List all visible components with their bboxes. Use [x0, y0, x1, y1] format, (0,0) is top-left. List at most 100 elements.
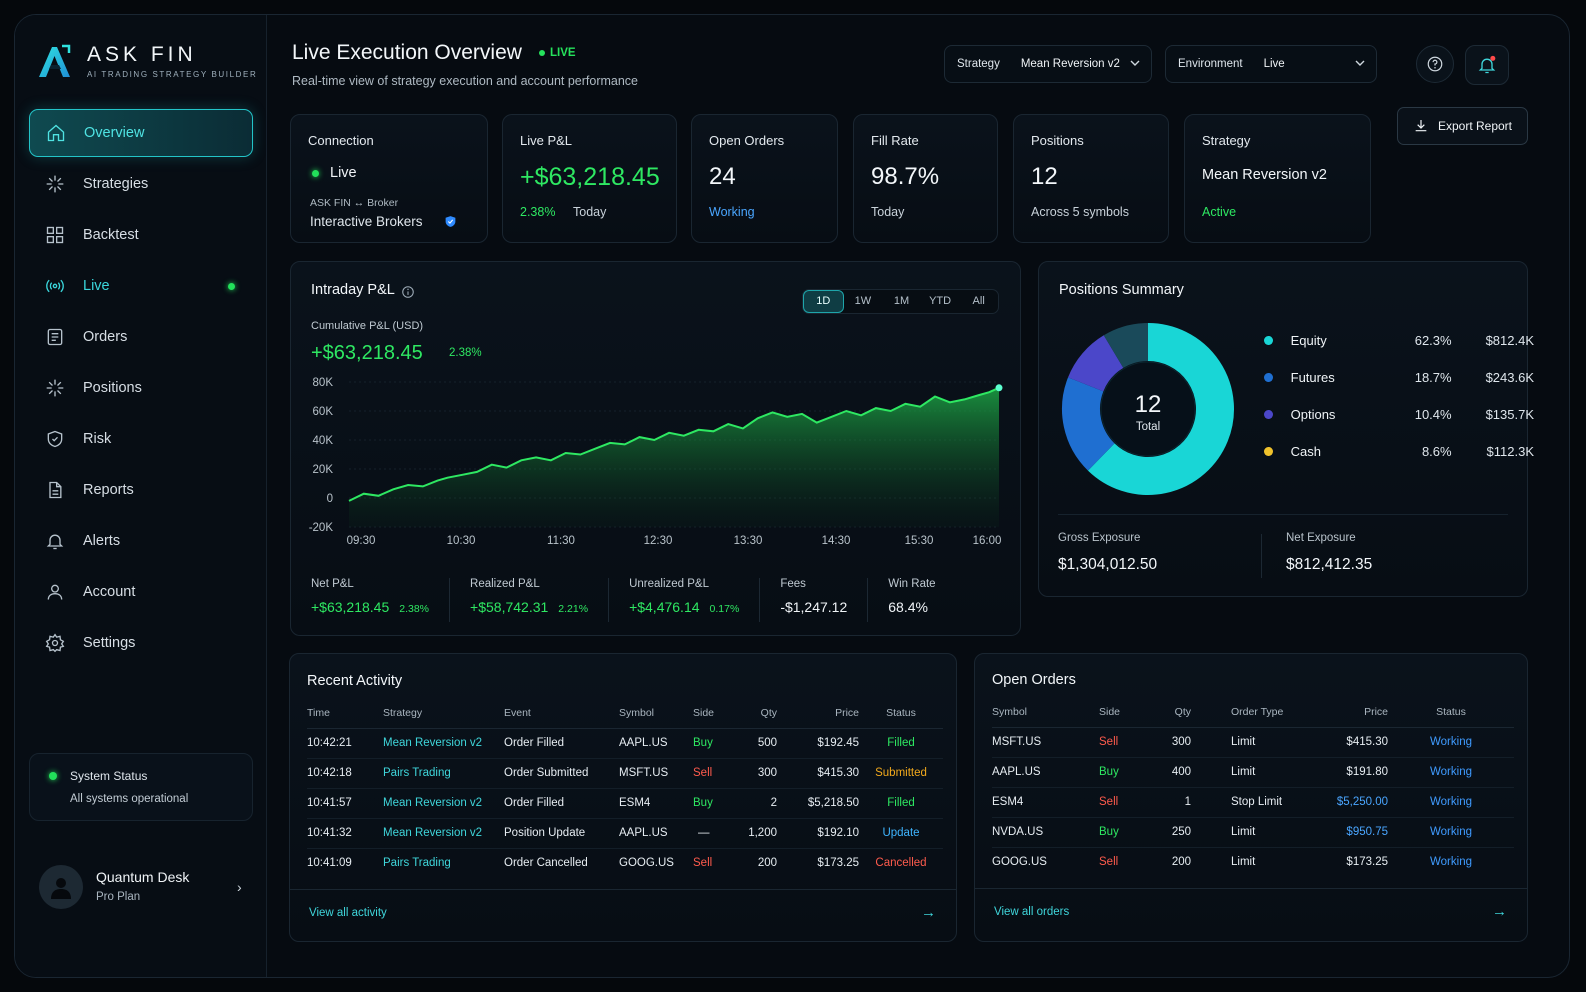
- divider: [975, 888, 1527, 889]
- user-profile[interactable]: Quantum Desk Pro Plan ›: [15, 845, 267, 935]
- y-axis: 80K 60K 40K 20K 0 -20K: [309, 377, 334, 534]
- sidebar-item-alerts[interactable]: Alerts: [29, 517, 253, 565]
- brand-name: ASK FIN: [87, 43, 197, 66]
- sidebar-item-risk[interactable]: Risk: [29, 415, 253, 463]
- brand-logo[interactable]: ASK FIN AI TRADING STRATEGY BUILDER: [35, 41, 257, 81]
- sidebar-item-reports[interactable]: Reports: [29, 466, 253, 514]
- user-icon: [47, 584, 63, 600]
- export-report-label: Export Report: [1437, 119, 1513, 133]
- table-row[interactable]: 10:41:09 Pairs Trading Order Cancelled G…: [307, 848, 943, 878]
- table-row[interactable]: ESM4 Sell 1 Stop Limit $5,250.00 Working: [992, 787, 1514, 818]
- table-header-row: Symbol Side Qty Order Type Price Status: [992, 697, 1514, 728]
- divider: [290, 889, 956, 890]
- x-tick-label: 12:30: [644, 535, 673, 547]
- x-tick-label: 14:30: [822, 535, 851, 547]
- x-tick-label: 09:30: [347, 535, 376, 547]
- export-report-button[interactable]: Export Report: [1397, 107, 1528, 145]
- range-tab-1d[interactable]: 1D: [803, 290, 844, 313]
- stat-win-rate: Win Rate 68.4%: [888, 578, 955, 622]
- column-header: Price: [1301, 697, 1388, 728]
- sidebar-item-label: Overview: [84, 125, 145, 141]
- cell-event: Order Filled: [504, 728, 619, 759]
- cell-strategy[interactable]: Mean Reversion v2: [383, 788, 504, 819]
- range-tab-1w[interactable]: 1W: [854, 295, 872, 307]
- stat-amount: -$1,247.12: [780, 599, 848, 615]
- donut-segment-cash[interactable]: [1103, 323, 1149, 369]
- intraday-pnl-panel: Intraday P&L 1D 1W 1M YTD All Cumulative…: [290, 261, 1021, 636]
- kpi-connection: Connection Live ASK FIN ↔ Broker Interac…: [290, 114, 488, 243]
- range-tab-all[interactable]: All: [972, 295, 985, 307]
- column-header: Side: [1099, 697, 1154, 728]
- legend-swatch: [1264, 372, 1273, 382]
- kpi-label: Open Orders: [709, 133, 785, 148]
- range-tab-1m[interactable]: 1M: [893, 295, 910, 307]
- cell-qty: 2: [743, 788, 777, 819]
- divider: [1058, 514, 1508, 515]
- panel-title: Positions Summary: [1059, 282, 1184, 298]
- cell-price: $192.45: [777, 728, 859, 759]
- table-row[interactable]: GOOG.US Sell 200 Limit $173.25 Working: [992, 847, 1514, 877]
- sidebar-nav: Overview Strategies Backtest Live Orders: [29, 109, 253, 670]
- table-row[interactable]: AAPL.US Buy 400 Limit $191.80 Working: [992, 757, 1514, 788]
- range-tab-ytd[interactable]: YTD: [929, 295, 952, 307]
- sidebar-item-overview[interactable]: Overview: [29, 109, 253, 157]
- positions-donut-chart: 12 Total: [1062, 323, 1234, 495]
- sidebar-item-orders[interactable]: Orders: [29, 313, 253, 361]
- stat-label: Net P&L: [311, 578, 354, 590]
- cell-side: Sell: [1099, 856, 1119, 869]
- sidebar-item-live[interactable]: Live: [29, 262, 253, 310]
- sidebar-item-settings[interactable]: Settings: [29, 619, 253, 667]
- column-header: Order Type: [1191, 697, 1301, 728]
- sidebar-item-account[interactable]: Account: [29, 568, 253, 616]
- panel-title: Intraday P&L: [311, 282, 395, 298]
- notifications-button[interactable]: [1465, 45, 1509, 85]
- cell-symbol: MSFT.US: [619, 758, 693, 789]
- view-all-orders-link[interactable]: View all orders: [994, 906, 1070, 918]
- arrow-right-icon[interactable]: →: [1492, 903, 1507, 920]
- cell-strategy[interactable]: Mean Reversion v2: [383, 818, 504, 849]
- legend-amount: $812.4K: [1485, 332, 1534, 348]
- sidebar-item-positions[interactable]: Positions: [29, 364, 253, 412]
- cell-price: $191.80: [1301, 757, 1388, 788]
- cell-strategy[interactable]: Mean Reversion v2: [383, 728, 504, 759]
- view-all-activity-link[interactable]: View all activity: [309, 907, 387, 919]
- cell-status: Cancelled: [875, 857, 927, 870]
- donut-segment-options[interactable]: [1068, 335, 1125, 393]
- stat-realized-pnl: Realized P&L +$58,742.31 2.21%: [470, 578, 610, 622]
- table-row[interactable]: 10:41:57 Mean Reversion v2 Order Filled …: [307, 788, 943, 819]
- grid-icon: [46, 226, 64, 244]
- environment-select[interactable]: Environment Live: [1165, 45, 1377, 83]
- cell-strategy[interactable]: Pairs Trading: [383, 857, 451, 870]
- cell-status: Update: [859, 818, 943, 849]
- pnl-line: [348, 386, 1000, 502]
- chevron-right-icon[interactable]: ›: [237, 879, 242, 895]
- donut-segment-equity[interactable]: [1087, 323, 1234, 495]
- stat-amount: +$58,742.31: [470, 599, 549, 615]
- legend-name: Cash: [1290, 443, 1321, 459]
- table-row[interactable]: 10:42:21 Mean Reversion v2 Order Filled …: [307, 728, 943, 759]
- kpi-live-pnl: Live P&L +$63,218.45 2.38% Today: [502, 114, 677, 243]
- cell-strategy[interactable]: Pairs Trading: [383, 758, 504, 789]
- table-row[interactable]: NVDA.US Buy 250 Limit $950.75 Working: [992, 817, 1514, 848]
- cell-side: Sell: [693, 758, 743, 789]
- help-button[interactable]: [1416, 45, 1454, 83]
- kpi-fill-rate: Fill Rate 98.7% Today: [853, 114, 998, 243]
- table-row[interactable]: 10:41:32 Mean Reversion v2 Position Upda…: [307, 818, 943, 849]
- arrow-right-icon[interactable]: →: [921, 904, 936, 921]
- table-row[interactable]: MSFT.US Sell 300 Limit $415.30 Working: [992, 727, 1514, 758]
- strategy-select[interactable]: Strategy Mean Reversion v2: [944, 45, 1152, 83]
- table-row[interactable]: 10:42:18 Pairs Trading Order Submitted M…: [307, 758, 943, 789]
- sidebar-item-backtest[interactable]: Backtest: [29, 211, 253, 259]
- kpi-label: Positions: [1031, 133, 1084, 148]
- legend-amount: $135.7K: [1485, 406, 1534, 422]
- cell-price: $192.10: [777, 818, 859, 849]
- cell-qty: 300: [1154, 727, 1191, 758]
- donut-segment-futures[interactable]: [1062, 377, 1116, 471]
- cell-price: $173.25: [817, 857, 859, 870]
- legend-pct: 62.3%: [1414, 332, 1452, 348]
- cell-side: —: [693, 818, 743, 849]
- sidebar-item-strategies[interactable]: Strategies: [29, 160, 253, 208]
- recent-activity-panel: Recent Activity Time Strategy Event Symb…: [289, 653, 957, 942]
- live-indicator-dot: [228, 282, 235, 290]
- info-icon[interactable]: [401, 285, 415, 299]
